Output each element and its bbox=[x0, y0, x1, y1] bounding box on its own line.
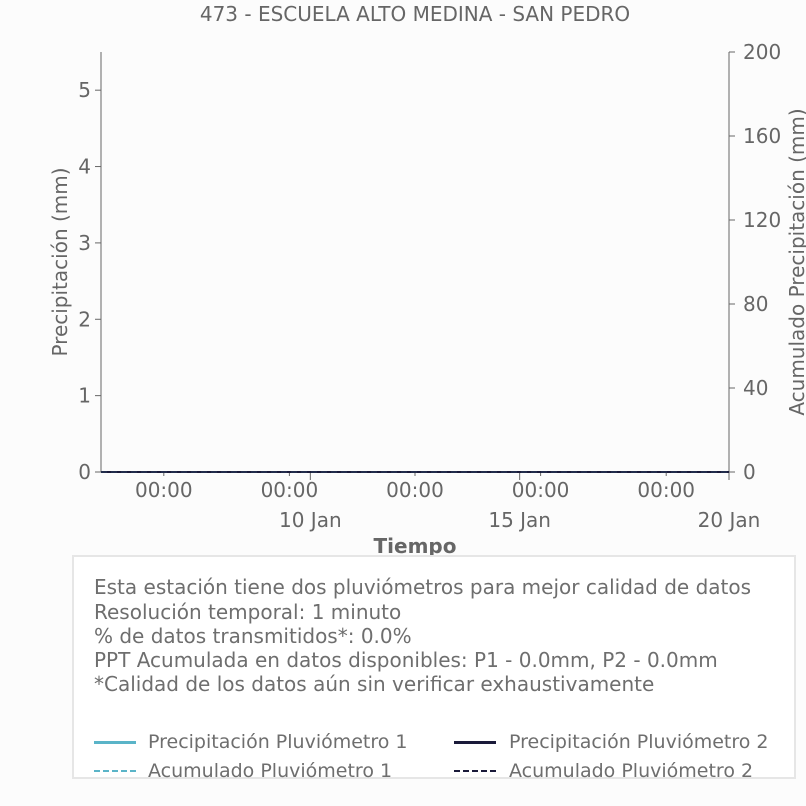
y-tick-label: 0 bbox=[78, 460, 91, 484]
info-box: Esta estación tiene dos pluviómetros par… bbox=[72, 555, 796, 782]
y2-tick-label: 160 bbox=[743, 124, 781, 148]
x-minor-tick-label: 00:00 bbox=[637, 478, 695, 502]
legend-label-a1: Acumulado Pluviómetro 1 bbox=[148, 760, 393, 782]
legend-label-p1: Precipitación Pluviómetro 1 bbox=[148, 731, 408, 753]
x-major-tick-label: 20 Jan bbox=[698, 508, 761, 532]
info-line-quality: *Calidad de los datos aún sin verificar … bbox=[94, 672, 655, 696]
y-tick-label: 5 bbox=[78, 78, 91, 102]
x-minor-tick-label: 00:00 bbox=[135, 478, 193, 502]
legend-label-p2: Precipitación Pluviómetro 2 bbox=[509, 731, 769, 753]
info-line-accumulated: PPT Acumulada en datos disponibles: P1 -… bbox=[94, 648, 718, 672]
x-axis-label: Tiempo bbox=[374, 534, 457, 558]
x-major-tick-label: 15 Jan bbox=[488, 508, 551, 532]
y-tick-label: 2 bbox=[78, 307, 91, 331]
info-line-stations: Esta estación tiene dos pluviómetros par… bbox=[94, 575, 752, 599]
chart-title: 473 - ESCUELA ALTO MEDINA - SAN PEDRO bbox=[200, 2, 630, 26]
legend-swatch-p2 bbox=[454, 741, 496, 744]
info-line-resolution: Resolución temporal: 1 minuto bbox=[94, 600, 402, 624]
y2-tick-label: 120 bbox=[743, 208, 781, 232]
y2-tick-label: 200 bbox=[743, 40, 781, 64]
info-line-transmitted: % de datos transmitidos*: 0.0% bbox=[94, 624, 412, 648]
y2-tick-label: 80 bbox=[743, 292, 768, 316]
x-minor-tick-label: 00:00 bbox=[512, 478, 570, 502]
precipitation-chart: 473 - ESCUELA ALTO MEDINA - SAN PEDRO 0 1… bbox=[48, 2, 806, 558]
y2-tick-label: 0 bbox=[743, 460, 756, 484]
x-minor-tick-label: 00:00 bbox=[261, 478, 319, 502]
x-minor-tick-label: 00:00 bbox=[386, 478, 444, 502]
y2-tick-label: 40 bbox=[743, 376, 768, 400]
legend-swatch-a2 bbox=[454, 770, 496, 772]
tick-layer: 0 1 2 3 4 5 0 40 80 120 160 200 00:00 00:00 00:00 00:00… bbox=[78, 40, 781, 532]
legend-swatch-p1 bbox=[94, 741, 136, 744]
legend-label-a2: Acumulado Pluviómetro 2 bbox=[509, 760, 754, 782]
y-tick-label: 4 bbox=[78, 155, 91, 179]
legend-swatch-a1 bbox=[94, 770, 136, 772]
y-axis-label: Precipitación (mm) bbox=[48, 167, 72, 356]
y2-axis-label: Acumulado Precipitación (mm) bbox=[785, 108, 806, 415]
x-major-tick-label: 10 Jan bbox=[279, 508, 342, 532]
y-tick-label: 1 bbox=[78, 384, 91, 408]
y-tick-label: 3 bbox=[78, 231, 91, 255]
